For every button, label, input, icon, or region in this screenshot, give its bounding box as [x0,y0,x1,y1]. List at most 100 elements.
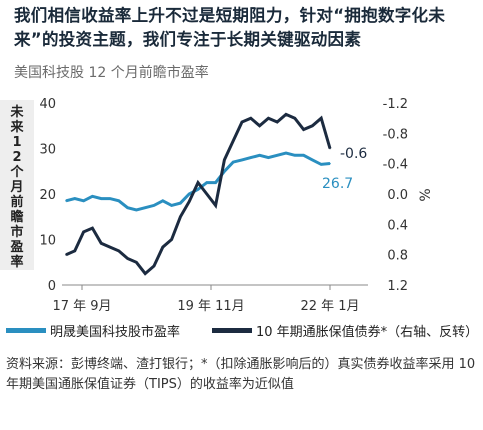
pe-ratio-point [311,159,314,161]
tips-end-label: -0.6 [340,146,367,162]
legend-swatch-pe [6,328,46,333]
tips-yield-point [311,125,314,127]
tips-yield-point [188,200,190,203]
pe-ratio-point [329,162,331,165]
pe-ratio-point [232,161,234,163]
pe-ratio-point [223,170,226,173]
pe-end-label: 26.7 [322,176,353,192]
pe-ratio-point [109,197,111,200]
y-left-tick-label: 30 [39,143,56,158]
tips-yield-point [267,117,270,119]
tips-yield-point [82,231,85,233]
tips-yield-point [320,117,323,119]
left-axis-label-char: 率 [10,254,23,270]
left-axis-label-char: 个 [9,164,24,180]
left-axis-label-box [0,100,34,270]
y-right-tick-label: 0.8 [387,249,408,264]
left-axis-label-char: 来 [9,119,24,135]
pe-ratio-point [267,156,270,159]
y-left-tick-label: 0 [48,279,56,294]
tips-yield-point [74,250,76,252]
pe-ratio-point [126,206,129,209]
pe-ratio-point [214,181,217,184]
tips-yield-point [302,128,305,131]
tips-yield-point [223,159,226,161]
tips-yield-point [118,250,120,252]
pe-ratio-point [197,188,199,191]
left-axis-label-char: 市 [10,224,23,240]
pe-ratio-point [144,206,146,209]
pe-ratio-point [241,159,243,161]
legend-label-tips: 10 年期通胀保值债券*（右轴、反转） [256,324,478,340]
pe-ratio-point [258,154,261,157]
tips-yield-point [109,246,111,248]
pe-ratio-point [82,200,85,202]
tips-yield-point [153,265,155,267]
left-axis-label-char: 未 [9,104,24,120]
x-tick-label: 22 年 1月 [300,299,359,314]
tips-yield-point [285,113,287,116]
pe-ratio-point [162,200,164,202]
tips-yield-point [241,121,243,123]
y-right-tick-label: -0.8 [383,127,408,142]
tips-yield-point [144,272,146,275]
tips-yield-point [135,261,138,264]
tips-yield-point [170,238,173,241]
tips-yield-line [65,112,332,276]
tips-yield-point [232,140,234,142]
y-left-tick-label: 20 [39,188,56,203]
legend-label-pe: 明晟美国科技股市盈率 [50,324,180,340]
footnote: 资料来源：彭博终端、渣打银行；*（扣除通胀影响后的）真实债券收益率采用 10 年… [6,357,476,392]
y-right-tick-label: 1.2 [387,279,408,294]
pe-ratio-point [206,181,208,184]
tips-yield-point [294,117,296,119]
x-tick-label: 17 年 9月 [52,299,111,314]
left-axis-label-char: 前 [10,194,23,210]
chart-subtitle: 美国科技股 12 个月前瞻市盈率 [14,65,209,81]
pe-ratio-point [320,163,323,166]
pe-ratio-point [91,195,94,198]
pe-ratio-point [170,204,173,207]
y-right-tick-label: -0.4 [383,158,408,173]
tips-yield-point [250,117,252,119]
y-right-tick-label: 0.0 [387,188,408,203]
y-left-tick-label: 10 [39,234,56,249]
tips-yield-point [91,227,94,229]
pe-ratio-point [188,193,190,195]
left-axis-label-char: 月 [9,180,23,195]
pe-ratio-point [294,154,296,157]
pe-ratio-point [250,156,252,159]
left-axis-label-char: 盈 [9,240,23,255]
legend-swatch-tips [212,328,252,333]
tips-yield-point [126,257,129,260]
tips-yield-point [65,253,67,256]
x-tick-label: 19 年 11月 [177,299,244,314]
pe-ratio-point [302,154,305,157]
tips-yield-point [329,147,331,150]
tips-yield-point [206,193,208,195]
pe-ratio-point [65,200,67,202]
pe-ratio-point [285,152,287,154]
pe-ratio-point [118,200,120,202]
left-axis-label-char: 1 [12,135,21,150]
y-right-tick-label: 0.4 [387,218,408,233]
pe-ratio-point [135,209,138,211]
y-left-tick-label: 40 [39,97,56,112]
pe-ratio-point [100,197,102,200]
pe-ratio-point [276,154,279,157]
chart-title: 我们相信收益率上升不过是短期阻力，针对“拥抱数字化未来”的投资主题，我们专注于长… [14,6,446,49]
left-axis-label-char: 瞻 [10,209,23,225]
y-right-tick-label: -1.2 [383,97,408,112]
pe-ratio-point [179,202,182,204]
right-axis-label: % [418,188,434,201]
tips-yield-point [214,204,217,207]
tips-yield-point [276,121,279,123]
legend: 明晟美国科技股市盈率 10 年期通胀保值债券*（右轴、反转） [6,324,478,340]
tips-yield-point [100,242,102,245]
pe-ratio-point [74,197,76,200]
tips-yield-point [258,125,261,127]
tips-yield-point [197,181,199,184]
left-axis-label-char: 2 [12,150,21,165]
